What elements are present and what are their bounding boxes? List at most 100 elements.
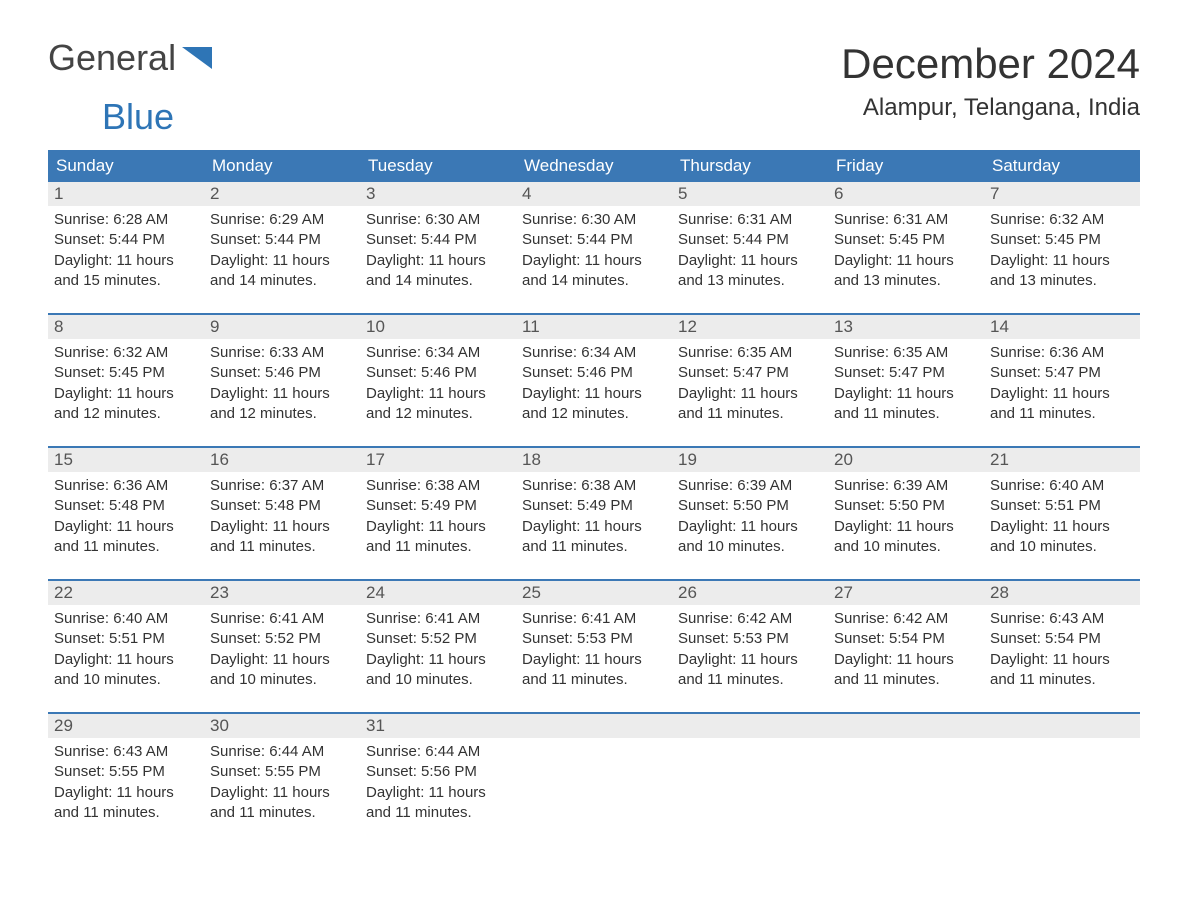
logo-flag-icon [182, 47, 212, 69]
sunset: Sunset: 5:46 PM [366, 363, 510, 383]
day-cell: Sunrise: 6:37 AMSunset: 5:48 PMDaylight:… [204, 472, 360, 565]
sunset: Sunset: 5:45 PM [990, 230, 1134, 250]
sunset: Sunset: 5:44 PM [54, 230, 198, 250]
daylight-line-2: and 12 minutes. [54, 404, 198, 424]
sunset: Sunset: 5:44 PM [366, 230, 510, 250]
daylight-line-2: and 11 minutes. [366, 803, 510, 823]
daylight-line-1: Daylight: 11 hours [522, 650, 666, 670]
day-number: 28 [984, 581, 1140, 605]
day-number: 6 [828, 182, 984, 206]
sunrise: Sunrise: 6:34 AM [366, 343, 510, 363]
sunset: Sunset: 5:54 PM [990, 629, 1134, 649]
daylight-line-1: Daylight: 11 hours [678, 384, 822, 404]
sunrise: Sunrise: 6:41 AM [366, 609, 510, 629]
day-number: 21 [984, 448, 1140, 472]
sunset: Sunset: 5:45 PM [54, 363, 198, 383]
daylight-line-1: Daylight: 11 hours [678, 251, 822, 271]
sunrise: Sunrise: 6:44 AM [210, 742, 354, 762]
day-number: 23 [204, 581, 360, 605]
week-row: 1234567Sunrise: 6:28 AMSunset: 5:44 PMDa… [48, 182, 1140, 299]
day-number: 13 [828, 315, 984, 339]
day-cell: Sunrise: 6:44 AMSunset: 5:56 PMDaylight:… [360, 738, 516, 831]
day-number: 17 [360, 448, 516, 472]
sunrise: Sunrise: 6:36 AM [990, 343, 1134, 363]
dow-thursday: Thursday [672, 150, 828, 182]
days-of-week-header: Sunday Monday Tuesday Wednesday Thursday… [48, 150, 1140, 182]
sunset: Sunset: 5:44 PM [522, 230, 666, 250]
sunset: Sunset: 5:54 PM [834, 629, 978, 649]
daylight-line-1: Daylight: 11 hours [678, 650, 822, 670]
day-number [516, 714, 672, 738]
sunrise: Sunrise: 6:41 AM [522, 609, 666, 629]
day-number: 31 [360, 714, 516, 738]
calendar: Sunday Monday Tuesday Wednesday Thursday… [48, 150, 1140, 831]
sunrise: Sunrise: 6:42 AM [678, 609, 822, 629]
day-cell: Sunrise: 6:33 AMSunset: 5:46 PMDaylight:… [204, 339, 360, 432]
day-cell: Sunrise: 6:41 AMSunset: 5:52 PMDaylight:… [360, 605, 516, 698]
daylight-line-2: and 11 minutes. [54, 803, 198, 823]
day-cell: Sunrise: 6:40 AMSunset: 5:51 PMDaylight:… [48, 605, 204, 698]
daylight-line-2: and 11 minutes. [834, 404, 978, 424]
day-number: 25 [516, 581, 672, 605]
title-block: December 2024 Alampur, Telangana, India [841, 40, 1140, 132]
daylight-line-1: Daylight: 11 hours [366, 251, 510, 271]
sunset: Sunset: 5:47 PM [678, 363, 822, 383]
day-number-row: 1234567 [48, 182, 1140, 206]
day-number-row: 15161718192021 [48, 448, 1140, 472]
sunset: Sunset: 5:48 PM [54, 496, 198, 516]
day-cell: Sunrise: 6:30 AMSunset: 5:44 PMDaylight:… [360, 206, 516, 299]
sunset: Sunset: 5:44 PM [678, 230, 822, 250]
daylight-line-1: Daylight: 11 hours [54, 384, 198, 404]
sunrise: Sunrise: 6:35 AM [834, 343, 978, 363]
day-cell: Sunrise: 6:32 AMSunset: 5:45 PMDaylight:… [984, 206, 1140, 299]
daylight-line-1: Daylight: 11 hours [210, 251, 354, 271]
daylight-line-2: and 10 minutes. [366, 670, 510, 690]
day-cell: Sunrise: 6:35 AMSunset: 5:47 PMDaylight:… [828, 339, 984, 432]
day-number-row: 22232425262728 [48, 581, 1140, 605]
daylight-line-2: and 11 minutes. [990, 670, 1134, 690]
sunset: Sunset: 5:55 PM [54, 762, 198, 782]
daylight-line-1: Daylight: 11 hours [990, 650, 1134, 670]
daylight-line-2: and 13 minutes. [990, 271, 1134, 291]
daylight-line-2: and 11 minutes. [210, 803, 354, 823]
day-number: 4 [516, 182, 672, 206]
sunrise: Sunrise: 6:43 AM [54, 742, 198, 762]
daylight-line-1: Daylight: 11 hours [522, 384, 666, 404]
day-number: 9 [204, 315, 360, 339]
daylight-line-1: Daylight: 11 hours [210, 783, 354, 803]
day-cell: Sunrise: 6:42 AMSunset: 5:53 PMDaylight:… [672, 605, 828, 698]
sunrise: Sunrise: 6:39 AM [678, 476, 822, 496]
day-cell: Sunrise: 6:43 AMSunset: 5:54 PMDaylight:… [984, 605, 1140, 698]
daylight-line-1: Daylight: 11 hours [834, 384, 978, 404]
daylight-line-1: Daylight: 11 hours [210, 650, 354, 670]
daylight-line-2: and 10 minutes. [210, 670, 354, 690]
daylight-line-1: Daylight: 11 hours [834, 517, 978, 537]
day-number: 12 [672, 315, 828, 339]
sunset: Sunset: 5:56 PM [366, 762, 510, 782]
day-cell [672, 738, 828, 831]
sunrise: Sunrise: 6:32 AM [990, 210, 1134, 230]
day-cell: Sunrise: 6:32 AMSunset: 5:45 PMDaylight:… [48, 339, 204, 432]
daylight-line-2: and 12 minutes. [210, 404, 354, 424]
day-cell: Sunrise: 6:38 AMSunset: 5:49 PMDaylight:… [516, 472, 672, 565]
daylight-line-2: and 12 minutes. [366, 404, 510, 424]
daylight-line-2: and 11 minutes. [990, 404, 1134, 424]
sunrise: Sunrise: 6:30 AM [522, 210, 666, 230]
day-cell: Sunrise: 6:44 AMSunset: 5:55 PMDaylight:… [204, 738, 360, 831]
location: Alampur, Telangana, India [841, 94, 1140, 122]
daylight-line-1: Daylight: 11 hours [54, 251, 198, 271]
sunset: Sunset: 5:49 PM [366, 496, 510, 516]
sunset: Sunset: 5:50 PM [678, 496, 822, 516]
day-number: 2 [204, 182, 360, 206]
daylight-line-2: and 11 minutes. [678, 670, 822, 690]
daylight-line-1: Daylight: 11 hours [990, 251, 1134, 271]
sunrise: Sunrise: 6:38 AM [522, 476, 666, 496]
weeks-container: 1234567Sunrise: 6:28 AMSunset: 5:44 PMDa… [48, 182, 1140, 831]
sunrise: Sunrise: 6:35 AM [678, 343, 822, 363]
sunrise: Sunrise: 6:42 AM [834, 609, 978, 629]
dow-sunday: Sunday [48, 150, 204, 182]
daylight-line-1: Daylight: 11 hours [54, 650, 198, 670]
day-cell: Sunrise: 6:43 AMSunset: 5:55 PMDaylight:… [48, 738, 204, 831]
day-number [984, 714, 1140, 738]
day-number: 14 [984, 315, 1140, 339]
